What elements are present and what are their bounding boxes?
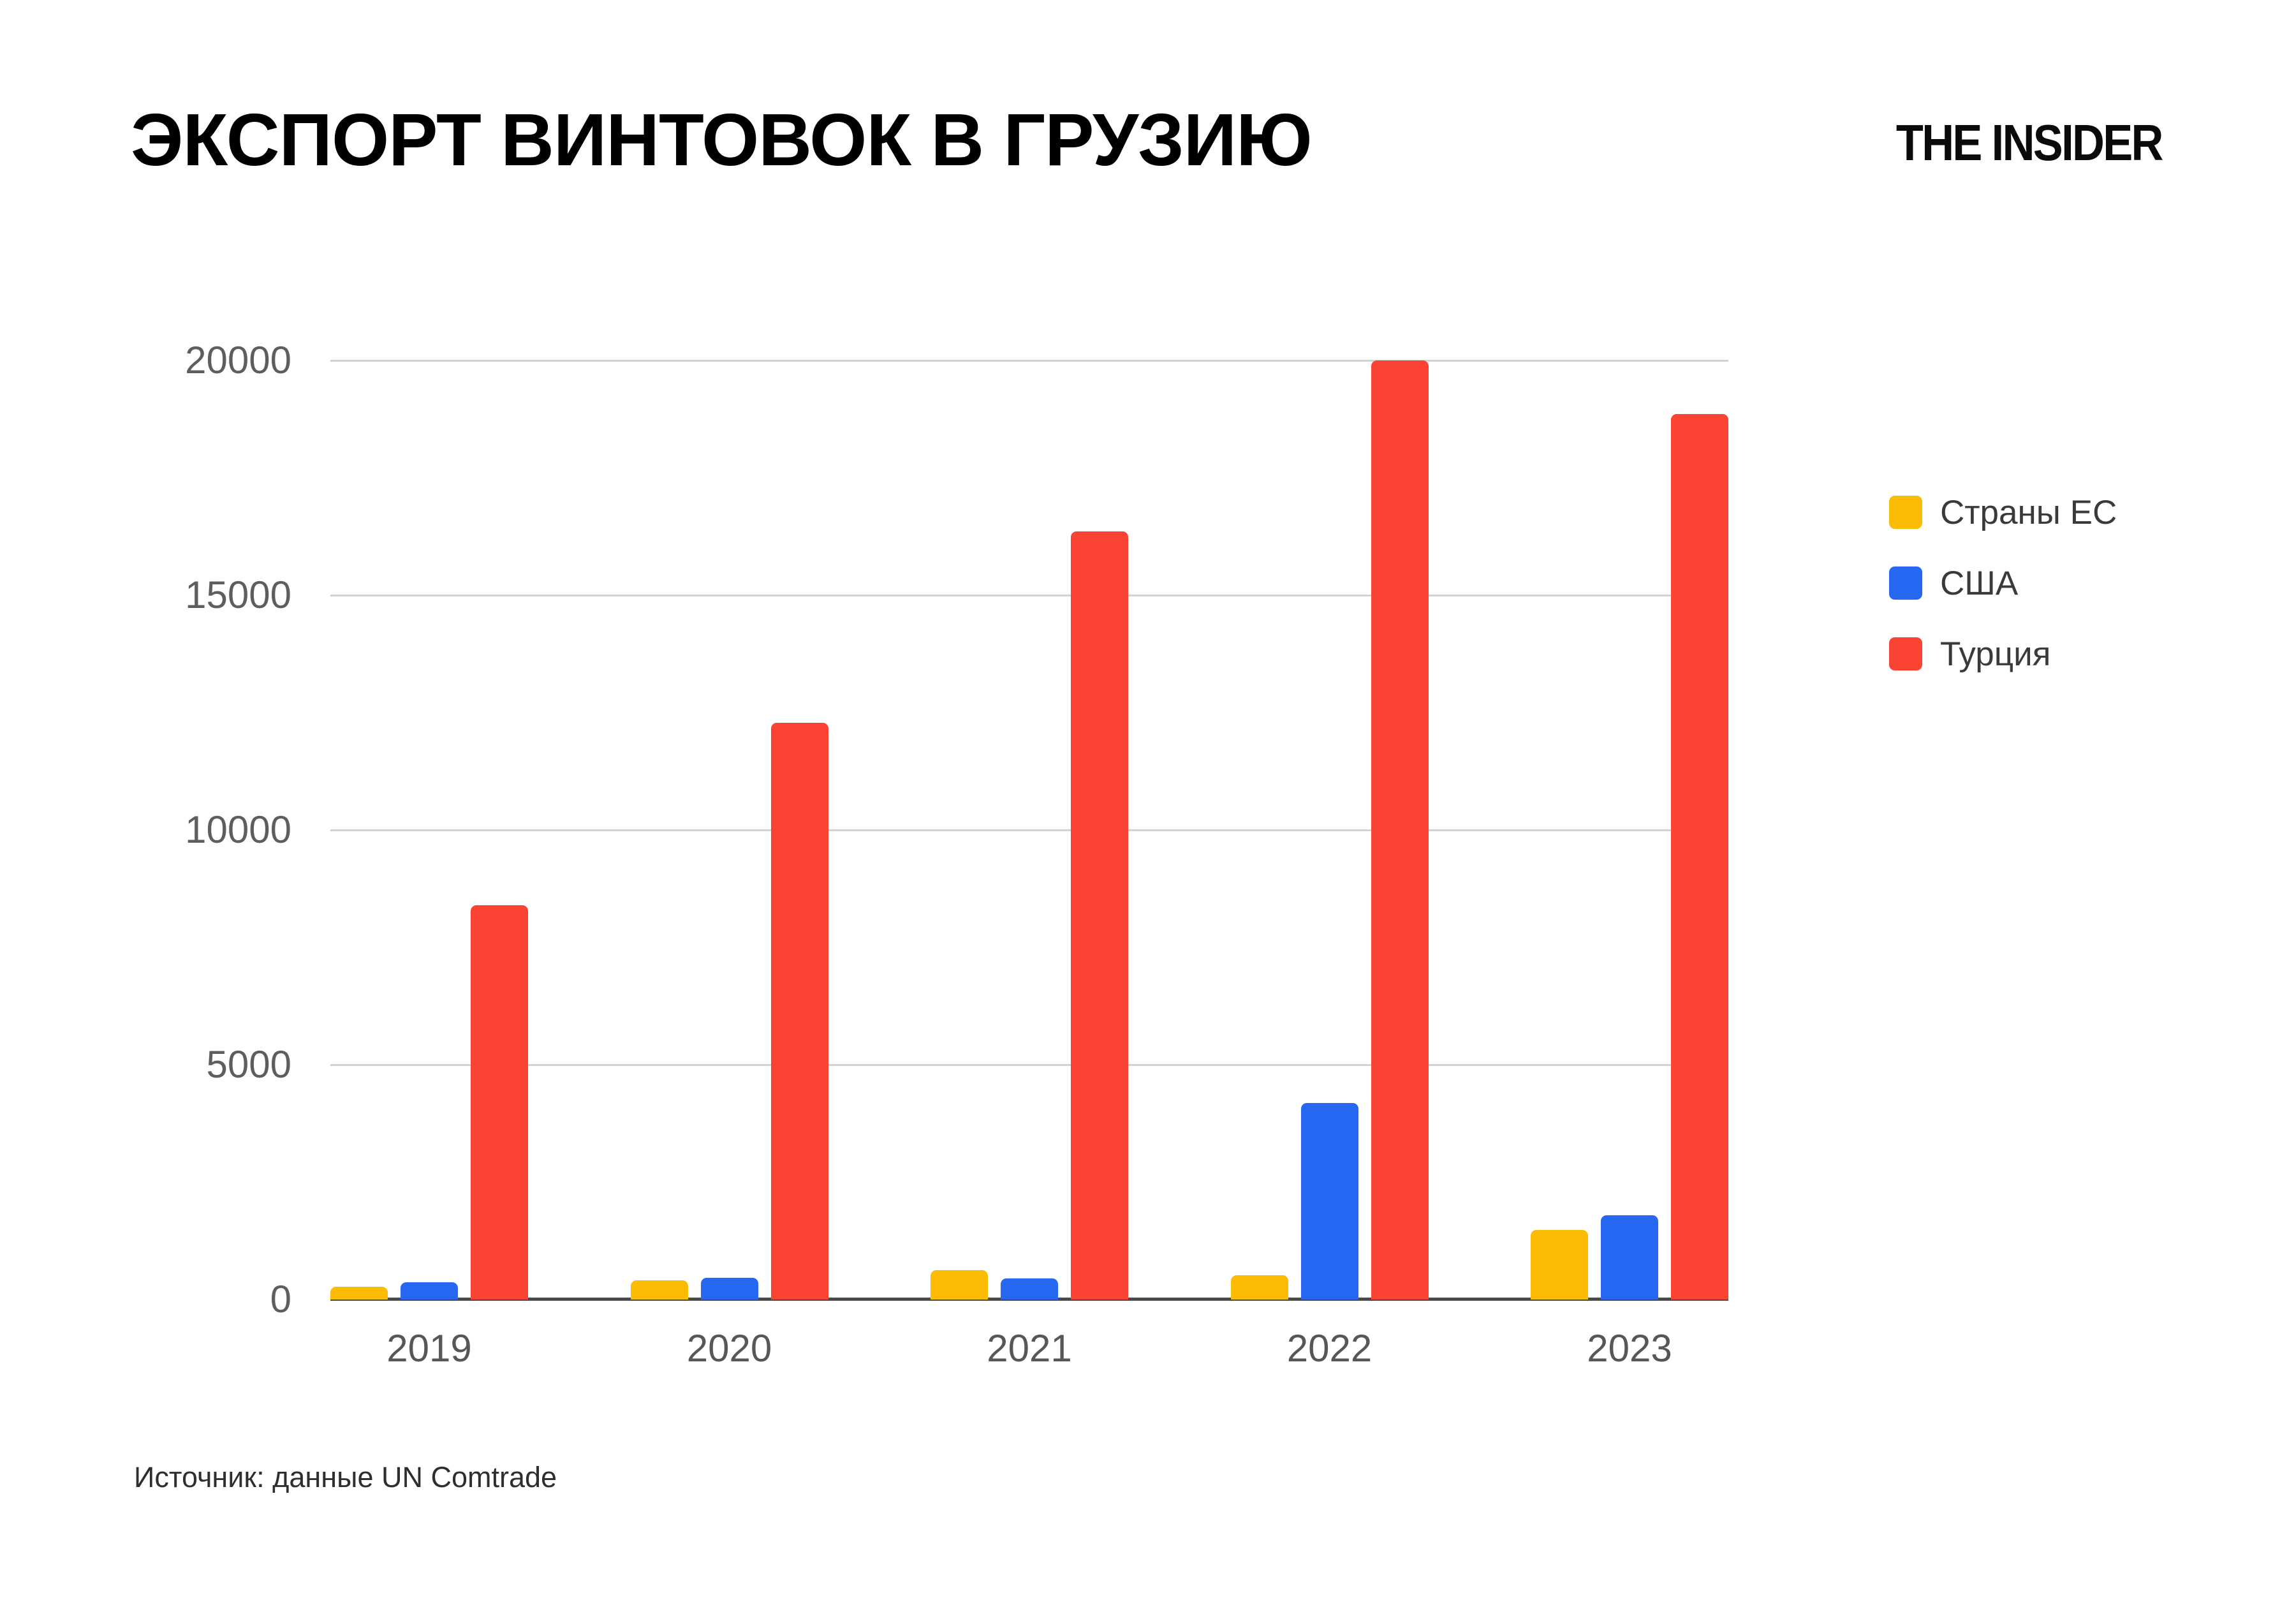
bar-2019-США — [401, 1282, 458, 1299]
x-tick-label-2021: 2021 — [987, 1327, 1072, 1370]
bar-2022-США — [1301, 1103, 1358, 1299]
y-tick-label-10000: 10000 — [185, 808, 291, 851]
legend-label: Турция — [1940, 635, 2051, 673]
the-insider-logo: THE INSIDER — [1896, 114, 2164, 171]
chart-legend: Страны ЕС США Турция — [1889, 493, 2117, 707]
y-tick-label-5000: 5000 — [206, 1043, 291, 1086]
page-title: ЭКСПОРТ ВИНТОВОК В ГРУЗИЮ — [131, 98, 1313, 181]
legend-item-США: США — [1889, 564, 2117, 602]
legend-swatch-icon — [1889, 637, 1922, 670]
legend-label: Страны ЕС — [1940, 493, 2117, 531]
source-note: Источник: данные UN Comtrade — [134, 1461, 557, 1493]
bar-2020-США — [701, 1278, 758, 1299]
bar-2023-Турция — [1671, 414, 1728, 1299]
y-tick-label-20000: 20000 — [185, 339, 291, 381]
bar-2021-США — [1001, 1278, 1058, 1299]
bar-2020-Страны ЕС — [631, 1280, 688, 1299]
x-tick-label-2019: 2019 — [386, 1327, 472, 1370]
x-tick-label-2023: 2023 — [1587, 1327, 1672, 1370]
bar-2023-США — [1601, 1215, 1658, 1299]
bar-2021-Турция — [1071, 531, 1128, 1299]
bar-2019-Страны ЕС — [330, 1287, 388, 1299]
legend-label: США — [1940, 564, 2019, 602]
bar-2023-Страны ЕС — [1531, 1230, 1588, 1299]
bar-2022-Страны ЕС — [1231, 1275, 1288, 1299]
gridline-20000 — [330, 359, 1728, 362]
legend-item-Страны ЕС: Страны ЕС — [1889, 493, 2117, 531]
x-tick-label-2020: 2020 — [686, 1327, 772, 1370]
gridline-5000 — [330, 1063, 1728, 1066]
bar-chart-plot-area — [330, 268, 1728, 1301]
legend-swatch-icon — [1889, 566, 1922, 600]
y-tick-label-0: 0 — [270, 1278, 291, 1321]
gridline-15000 — [330, 594, 1728, 596]
x-tick-label-2022: 2022 — [1286, 1327, 1372, 1370]
legend-item-Турция: Турция — [1889, 635, 2117, 673]
gridline-10000 — [330, 829, 1728, 831]
bar-2020-Турция — [771, 723, 828, 1299]
bar-2022-Турция — [1371, 360, 1429, 1299]
bar-2019-Турция — [471, 905, 528, 1299]
bar-2021-Страны ЕС — [931, 1270, 988, 1299]
y-tick-label-15000: 15000 — [185, 574, 291, 616]
legend-swatch-icon — [1889, 496, 1922, 529]
